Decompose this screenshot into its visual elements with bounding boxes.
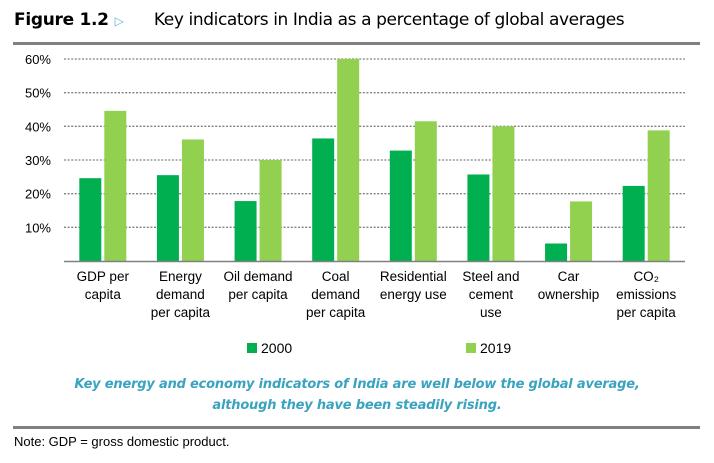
bar-2000 [156,175,179,261]
top-divider [13,42,700,45]
category-label: GDP per [77,269,130,284]
category-label: ownership [538,287,600,302]
caption-line-2: although they have been steadily rising. [212,398,502,413]
triangle-right-icon: ▷ [114,14,124,28]
bar-chart: 10% 20% 30% 40% 50% 60% GDP per capita Energy de… [25,52,685,320]
y-tick-label: 60% [25,52,51,67]
figure-caption: Key energy and economy indicators of Ind… [0,374,714,416]
bottom-divider [13,426,700,429]
legend-label-2000: 2000 [261,340,293,356]
bar-2000 [79,178,102,261]
bar-2019 [414,121,437,262]
category-label: Steel and [462,269,519,284]
category-label: Energy [159,269,202,284]
bars [79,59,670,262]
category-label: demand [156,287,205,302]
bar-2000 [312,138,335,261]
legend-swatch-2019 [466,343,476,353]
category-label: Car [558,269,580,284]
bar-2000 [622,185,645,261]
category-label: CO₂ [633,269,659,284]
bar-2019 [492,126,515,261]
y-tick-label: 20% [25,187,51,202]
legend-item-2019: 2019 [466,340,511,356]
y-tick-label: 10% [25,220,51,235]
legend-label-2019: 2019 [480,340,512,356]
category-label: Residential [380,269,447,284]
bar-2019 [259,160,282,261]
legend-swatch-2000 [247,343,257,353]
gridlines [64,58,685,228]
category-label: use [480,305,502,320]
category-labels: GDP per capita Energy demand per capita Oil d… [77,269,677,320]
bar-2000 [545,243,568,261]
category-label: cement [469,287,514,302]
category-label: capita [85,287,122,302]
bar-2000 [234,201,257,261]
bar-2019 [104,110,127,261]
footnote: Note: GDP = gross domestic product. [14,434,230,449]
bar-2000 [467,174,490,261]
category-label: per capita [151,305,211,320]
bar-2019 [647,130,670,261]
category-label: Coal [322,269,350,284]
bar-2019 [337,59,360,261]
category-label: per capita [617,305,677,320]
category-label: per capita [228,287,288,302]
y-tick-label: 30% [25,153,51,168]
category-label: demand [311,287,360,302]
category-label: emissions [616,287,676,302]
category-label: energy use [380,287,447,302]
category-label: per capita [306,305,366,320]
bar-2000 [389,150,412,261]
figure-header: Figure 1.2 ▷ Key indicators in India as … [14,6,625,34]
bar-2019 [181,139,204,261]
y-tick-label: 40% [25,119,51,134]
bar-2019 [570,201,593,261]
caption-line-1: Key energy and economy indicators of Ind… [74,377,640,392]
figure-number: Figure 1.2 [14,10,109,30]
figure-title: Key indicators in India as a percentage … [153,10,625,30]
legend-item-2000: 2000 [247,340,292,356]
y-axis-ticks: 10% 20% 30% 40% 50% 60% [25,52,51,235]
category-label: Oil demand [224,269,293,284]
y-tick-label: 50% [25,86,51,101]
